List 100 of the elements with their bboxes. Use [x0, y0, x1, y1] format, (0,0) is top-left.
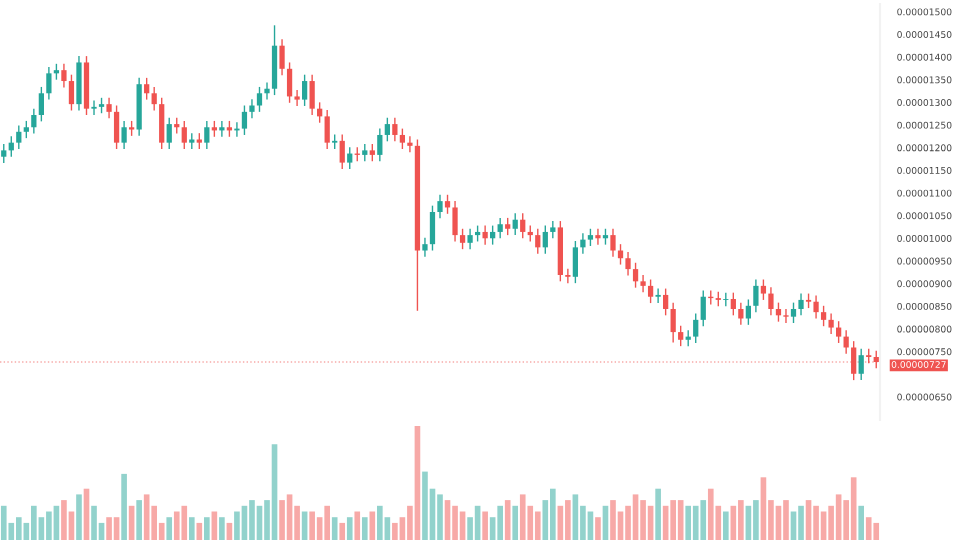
candlestick: [572, 240, 579, 284]
bar: [91, 505, 97, 540]
bar: [136, 500, 142, 540]
bar: [76, 494, 82, 540]
bar: [219, 517, 225, 540]
candlestick: [38, 86, 44, 123]
candlestick: [256, 86, 263, 113]
candlestick: [452, 200, 458, 243]
candlestick: [610, 228, 616, 258]
bar: [722, 511, 729, 540]
candlestick: [557, 220, 563, 283]
bar: [534, 511, 541, 540]
bar: [196, 522, 203, 540]
bar: [204, 517, 210, 540]
bar: [512, 505, 519, 540]
bar: [677, 500, 684, 540]
candlestick: [76, 55, 82, 112]
candlestick: [113, 104, 120, 150]
candlestick: [760, 278, 767, 301]
candlestick: [422, 237, 428, 258]
bar: [31, 505, 37, 540]
candlestick: [595, 228, 601, 246]
candlestick: [377, 127, 383, 162]
candlestick: [151, 86, 157, 112]
bar: [482, 511, 488, 540]
candlestick: [836, 320, 842, 344]
candlestick: [31, 107, 37, 135]
bar: [392, 522, 398, 540]
bar: [813, 505, 819, 540]
candlestick: [580, 232, 586, 255]
candlestick: [640, 274, 646, 293]
bar: [422, 471, 428, 540]
bar: [595, 517, 601, 540]
candlestick: [279, 38, 285, 76]
bar: [377, 505, 383, 540]
candlestick: [407, 135, 413, 153]
candlestick: [790, 301, 797, 324]
candlestick: [339, 133, 345, 170]
bar: [0, 505, 7, 540]
candlestick: [798, 292, 804, 317]
bar: [249, 500, 255, 540]
candlestick: [459, 228, 466, 250]
candlestick: [813, 294, 819, 320]
bar: [790, 511, 797, 540]
candlestick: [497, 217, 503, 239]
candlestick: [294, 89, 300, 107]
candlestick: [136, 77, 142, 137]
bar: [873, 522, 880, 540]
candlestick: [83, 55, 90, 116]
bar: [504, 500, 511, 540]
candlestick: [783, 308, 789, 324]
candlestick: [159, 97, 165, 150]
bar: [188, 517, 195, 540]
candlestick: [271, 24, 278, 96]
candlestick: [775, 301, 782, 323]
candlestick: [678, 325, 684, 347]
bar: [331, 517, 338, 540]
bar: [309, 511, 315, 540]
bar: [753, 500, 759, 540]
bar: [820, 511, 827, 540]
bar: [354, 511, 361, 540]
bar: [783, 500, 789, 540]
candlestick: [655, 287, 661, 304]
bar: [497, 505, 503, 540]
candlestick: [181, 120, 187, 150]
candlestick: [91, 99, 97, 116]
candlestick: [858, 348, 864, 381]
candlestick: [535, 228, 541, 255]
bar: [798, 505, 804, 540]
candlestick: [820, 305, 827, 327]
candlestick: [670, 301, 676, 344]
candlestick: [16, 124, 22, 150]
candlestick: [264, 81, 270, 101]
bar: [61, 500, 67, 540]
candlestick: [429, 204, 436, 252]
bar: [640, 500, 646, 540]
candlestick: [730, 291, 736, 317]
candlestick: [723, 291, 729, 307]
candlestick: [700, 289, 706, 327]
candlestick: [241, 104, 248, 136]
bar: [339, 522, 346, 540]
candlestick: [768, 286, 774, 317]
candlestick: [204, 120, 210, 150]
candlestick: [565, 267, 571, 284]
bar: [166, 517, 173, 540]
bar: [685, 505, 692, 540]
bar: [181, 505, 188, 540]
bar: [452, 505, 458, 540]
bar: [738, 500, 744, 540]
candlestick: [219, 120, 225, 138]
bar: [211, 511, 218, 540]
candlestick: [384, 117, 390, 143]
bar: [234, 511, 240, 540]
bar: [459, 511, 466, 540]
candlestick: [1, 143, 7, 164]
bar: [655, 488, 661, 540]
candlestick: [490, 224, 496, 246]
candlestick: [301, 73, 308, 107]
bar: [46, 511, 52, 540]
bar: [519, 494, 526, 540]
